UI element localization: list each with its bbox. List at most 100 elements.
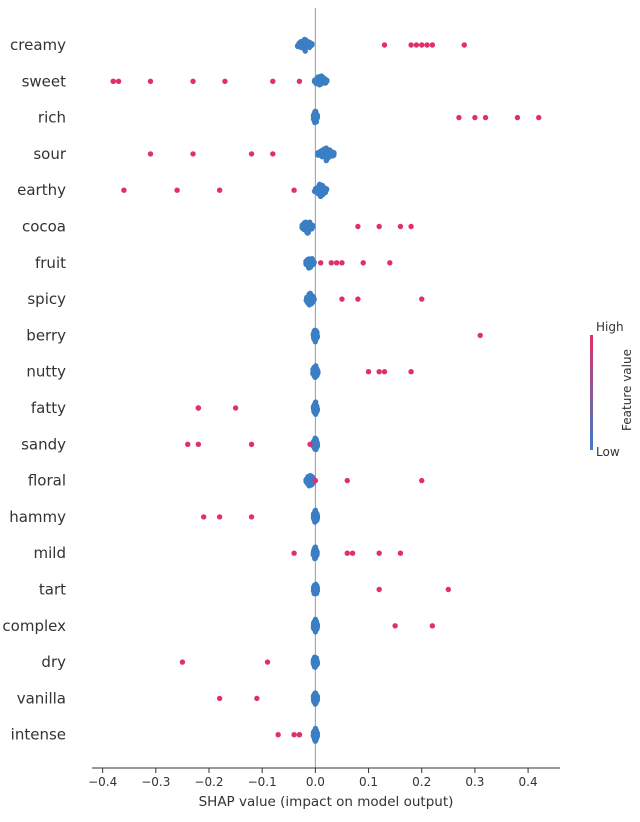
feature-label-earthy: earthy — [17, 181, 66, 199]
x-tick-label: 0.3 — [465, 775, 484, 789]
point-rich-low — [312, 112, 319, 118]
feature-label-floral: floral — [28, 472, 66, 490]
feature-label-spicy: spicy — [27, 290, 66, 308]
point-sandy-high-2 — [248, 441, 255, 447]
feature-label-intense: intense — [11, 726, 66, 744]
x-tick-label: −0.3 — [141, 775, 170, 789]
feature-label-nutty: nutty — [26, 363, 66, 381]
point-fatty-low — [314, 409, 320, 415]
point-cocoa-high-0 — [355, 223, 361, 230]
point-rich-high-4 — [536, 114, 542, 121]
colorbar-title: Feature value — [620, 349, 634, 431]
point-earthy-low — [316, 187, 322, 193]
point-intense-high-3 — [296, 732, 303, 738]
point-fatty-high-1 — [195, 405, 202, 411]
point-mild-high-1 — [344, 550, 350, 556]
point-cocoa-low — [302, 224, 308, 230]
point-sour-low — [322, 149, 328, 155]
point-hammy-high-2 — [248, 514, 255, 520]
point-berry-high-0 — [477, 332, 483, 339]
point-sweet-high-4 — [190, 78, 196, 85]
point-floral-low — [308, 474, 314, 480]
point-fruit-high-2 — [333, 260, 340, 266]
point-intense-low — [310, 733, 316, 739]
feature-label-hammy: hammy — [9, 508, 66, 526]
point-fruit-high-5 — [387, 260, 393, 266]
point-tart-high-0 — [376, 586, 382, 593]
point-sour-high-3 — [270, 151, 276, 157]
point-sandy-low — [313, 437, 319, 443]
point-sweet-high-3 — [147, 78, 154, 85]
point-hammy-high-1 — [216, 514, 223, 520]
point-nutty-high-1 — [376, 369, 382, 375]
points-group — [110, 36, 542, 744]
feature-label-sweet: sweet — [22, 72, 67, 90]
point-complex-high-0 — [392, 623, 398, 629]
point-earthy-high-1 — [174, 187, 180, 193]
point-creamy-low — [306, 44, 313, 51]
point-vanilla-low — [311, 696, 317, 703]
point-nutty-high-2 — [381, 369, 388, 375]
point-creamy-high-3 — [419, 42, 425, 48]
point-earthy-low — [321, 184, 327, 190]
point-hammy-low — [312, 510, 319, 517]
point-sandy-high-1 — [195, 441, 202, 447]
point-nutty-low — [314, 371, 321, 377]
point-nutty-low — [310, 367, 316, 373]
point-nutty-high-3 — [408, 369, 414, 375]
point-sweet-low — [318, 81, 324, 87]
feature-label-complex: complex — [2, 617, 66, 635]
point-fruit-low — [307, 264, 313, 270]
point-sour-high-2 — [248, 151, 255, 157]
point-creamy-low — [305, 38, 311, 45]
x-tick-label: 0.2 — [412, 775, 431, 789]
feature-label-sandy: sandy — [21, 435, 66, 453]
point-rich-high-0 — [456, 114, 462, 121]
point-creamy-low — [297, 42, 303, 48]
x-tick-label: 0.4 — [519, 775, 538, 789]
feature-label-creamy: creamy — [10, 36, 66, 54]
x-tick-label: −0.4 — [88, 775, 117, 789]
x-axis-group: −0.4 −0.3 −0.2 −0.1 0.0 0.1 0.2 0.3 0.4 — [88, 767, 560, 789]
point-creamy-high-0 — [381, 42, 388, 48]
feature-label-sour: sour — [33, 145, 66, 163]
point-fruit-high-1 — [328, 260, 335, 266]
point-cocoa-low — [309, 226, 315, 232]
feature-label-rich: rich — [38, 109, 66, 127]
point-creamy-high-2 — [413, 42, 420, 48]
point-spicy-high-1 — [355, 296, 361, 302]
point-spicy-high-2 — [419, 296, 425, 302]
x-axis-title: SHAP value (impact on model output) — [199, 794, 454, 810]
point-earthy-high-3 — [291, 187, 297, 193]
point-fruit-high-3 — [339, 260, 345, 266]
point-tart-high-1 — [445, 586, 452, 593]
point-sandy-high-3 — [307, 441, 313, 447]
point-creamy-high-6 — [461, 42, 467, 48]
x-tick-label: −0.1 — [248, 775, 277, 789]
point-spicy-low — [308, 301, 314, 307]
point-sour-low — [323, 156, 330, 162]
point-sandy-high-0 — [185, 441, 191, 447]
point-rich-high-2 — [482, 114, 489, 121]
point-intense-high-0 — [275, 732, 281, 738]
point-mild-high-0 — [291, 550, 297, 556]
feature-label-tart: tart — [39, 581, 66, 599]
point-creamy-high-5 — [429, 42, 436, 48]
point-sweet-high-1 — [110, 78, 116, 85]
point-dry-low — [311, 664, 317, 670]
point-intense-high-1 — [291, 732, 297, 738]
point-creamy-high-1 — [408, 42, 414, 48]
point-complex-low — [311, 623, 318, 629]
point-dry-low — [311, 660, 317, 666]
point-sweet-high-5 — [222, 78, 228, 85]
point-spicy-low — [303, 297, 310, 303]
point-dry-high-1 — [264, 659, 271, 665]
point-creamy-high-4 — [424, 42, 430, 48]
point-fruit-low — [304, 261, 310, 267]
point-floral-high-1 — [344, 477, 350, 484]
colorbar: High Low Feature value — [590, 320, 634, 459]
x-tick-label: −0.2 — [194, 775, 223, 789]
point-spicy-high-0 — [339, 296, 345, 302]
point-berry-low — [314, 334, 321, 340]
point-hammy-high-0 — [200, 514, 207, 520]
